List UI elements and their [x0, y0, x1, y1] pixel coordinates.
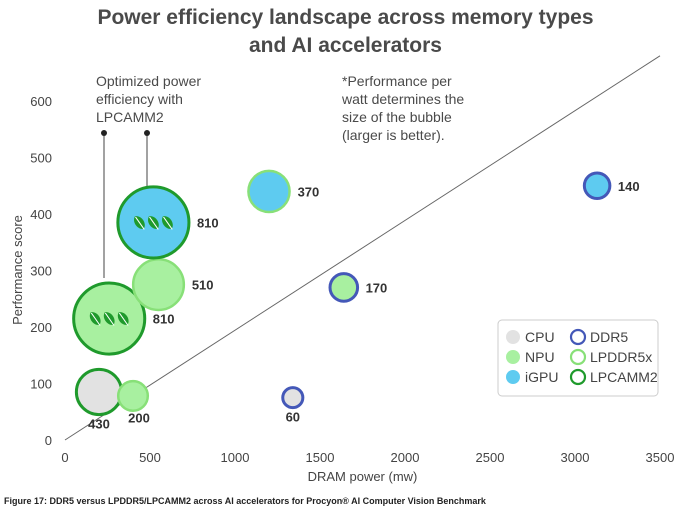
bubble-value-label: 430 [88, 417, 110, 432]
leaf-icon-group [89, 312, 129, 326]
annotation-optimized-line: efficiency with [96, 91, 183, 107]
y-tick-label: 300 [30, 264, 52, 279]
annotation-bubble-line: *Performance per [342, 73, 452, 89]
legend-label-npu: NPU [525, 349, 555, 365]
x-tick-label: 1000 [221, 450, 250, 465]
bubble-npu-lpddr5x [116, 379, 150, 412]
legend-label-ddr5: DDR5 [590, 329, 628, 345]
annotation-bubble-size: *Performance per watt determines the siz… [342, 72, 464, 144]
leaf-icon [134, 216, 145, 230]
legend-label-igpu: iGPU [525, 369, 558, 385]
annotation-optimized-line: Optimized power [96, 73, 202, 89]
bubble-igpu-ddr5 [582, 171, 612, 201]
legend-swatch-lpcamm2 [569, 368, 587, 386]
annotation-bubble-line: watt determines the [342, 91, 465, 107]
x-axis-label: DRAM power (mw) [308, 469, 418, 484]
y-tick-label: 100 [30, 377, 52, 392]
reference-diagonal-line [64, 55, 661, 441]
leaf-icon [103, 312, 115, 326]
annotation-bubble-line: (larger is better). [342, 127, 445, 143]
legend-swatch-ddr5 [569, 328, 587, 346]
legend-swatch-cpu [506, 330, 520, 344]
x-tick-label: 0 [61, 450, 68, 465]
bubble-value-label: 510 [192, 278, 214, 293]
pointer-dot [144, 130, 150, 136]
legend-swatch-lpddr5x [569, 348, 587, 366]
y-tick-label: 600 [30, 94, 52, 109]
leaf-vein [104, 312, 115, 326]
bubble-cpu-ddr5 [281, 386, 305, 410]
x-tick-label: 3000 [561, 450, 590, 465]
leaf-icon [162, 216, 173, 230]
bubble-value-label: 370 [298, 184, 320, 199]
x-tick-label: 3500 [646, 450, 675, 465]
x-tick-label: 500 [139, 450, 161, 465]
bubble-value-label: 200 [128, 411, 150, 426]
leaf-vein [149, 216, 159, 230]
y-tick-label: 500 [30, 151, 52, 166]
leaf-vein [118, 312, 129, 326]
bubble-npu-lpddr5x [131, 258, 186, 312]
bubble-value-label: 170 [366, 280, 388, 295]
legend-label-lpcamm2: LPCAMM2 [590, 369, 658, 385]
leaf-icon [148, 216, 159, 230]
legend-label-lpddr5x: LPDDR5x [590, 349, 652, 365]
y-axis-label: Performance score [10, 215, 25, 325]
annotation-optimized: Optimized power efficiency with LPCAMM2 [96, 72, 201, 126]
leaf-vein [135, 216, 145, 230]
pointer-dot [101, 130, 107, 136]
leaf-icon [117, 312, 129, 326]
bubble-value-label: 810 [153, 312, 175, 327]
leaf-icon [89, 312, 101, 326]
leaf-vein [163, 216, 173, 230]
annotation-bubble-line: size of the bubble [342, 109, 452, 125]
x-tick-label: 1500 [306, 450, 335, 465]
bubble-value-label: 60 [286, 410, 300, 425]
chart-title-line-2: and AI accelerators [249, 34, 442, 57]
chart-title-line-1: Power efficiency landscape across memory… [97, 6, 594, 29]
x-tick-label: 2000 [391, 450, 420, 465]
bubble-igpu-lpddr5x [247, 169, 291, 214]
bubble-value-label: 810 [197, 215, 219, 230]
bubble-cpu-lpcamm2 [74, 367, 124, 417]
leaf-vein [90, 312, 101, 326]
figure-caption: Figure 17: DDR5 versus LPDDR5/LPCAMM2 ac… [4, 496, 486, 506]
legend-label-cpu: CPU [525, 329, 555, 345]
annotation-optimized-line: LPCAMM2 [96, 109, 164, 125]
leaf-icon-group [134, 216, 173, 230]
x-tick-label: 2500 [476, 450, 505, 465]
y-tick-label: 400 [30, 207, 52, 222]
legend-swatch-npu [506, 350, 520, 364]
legend: CPU NPU iGPU DDR5 LPDDR5x LPCAMM2 [497, 319, 659, 397]
legend-swatch-igpu [506, 370, 520, 384]
bubble-value-label: 140 [618, 179, 640, 194]
y-tick-label: 200 [30, 320, 52, 335]
bubble-npu-ddr5 [328, 272, 360, 303]
y-tick-label: 0 [45, 433, 52, 448]
